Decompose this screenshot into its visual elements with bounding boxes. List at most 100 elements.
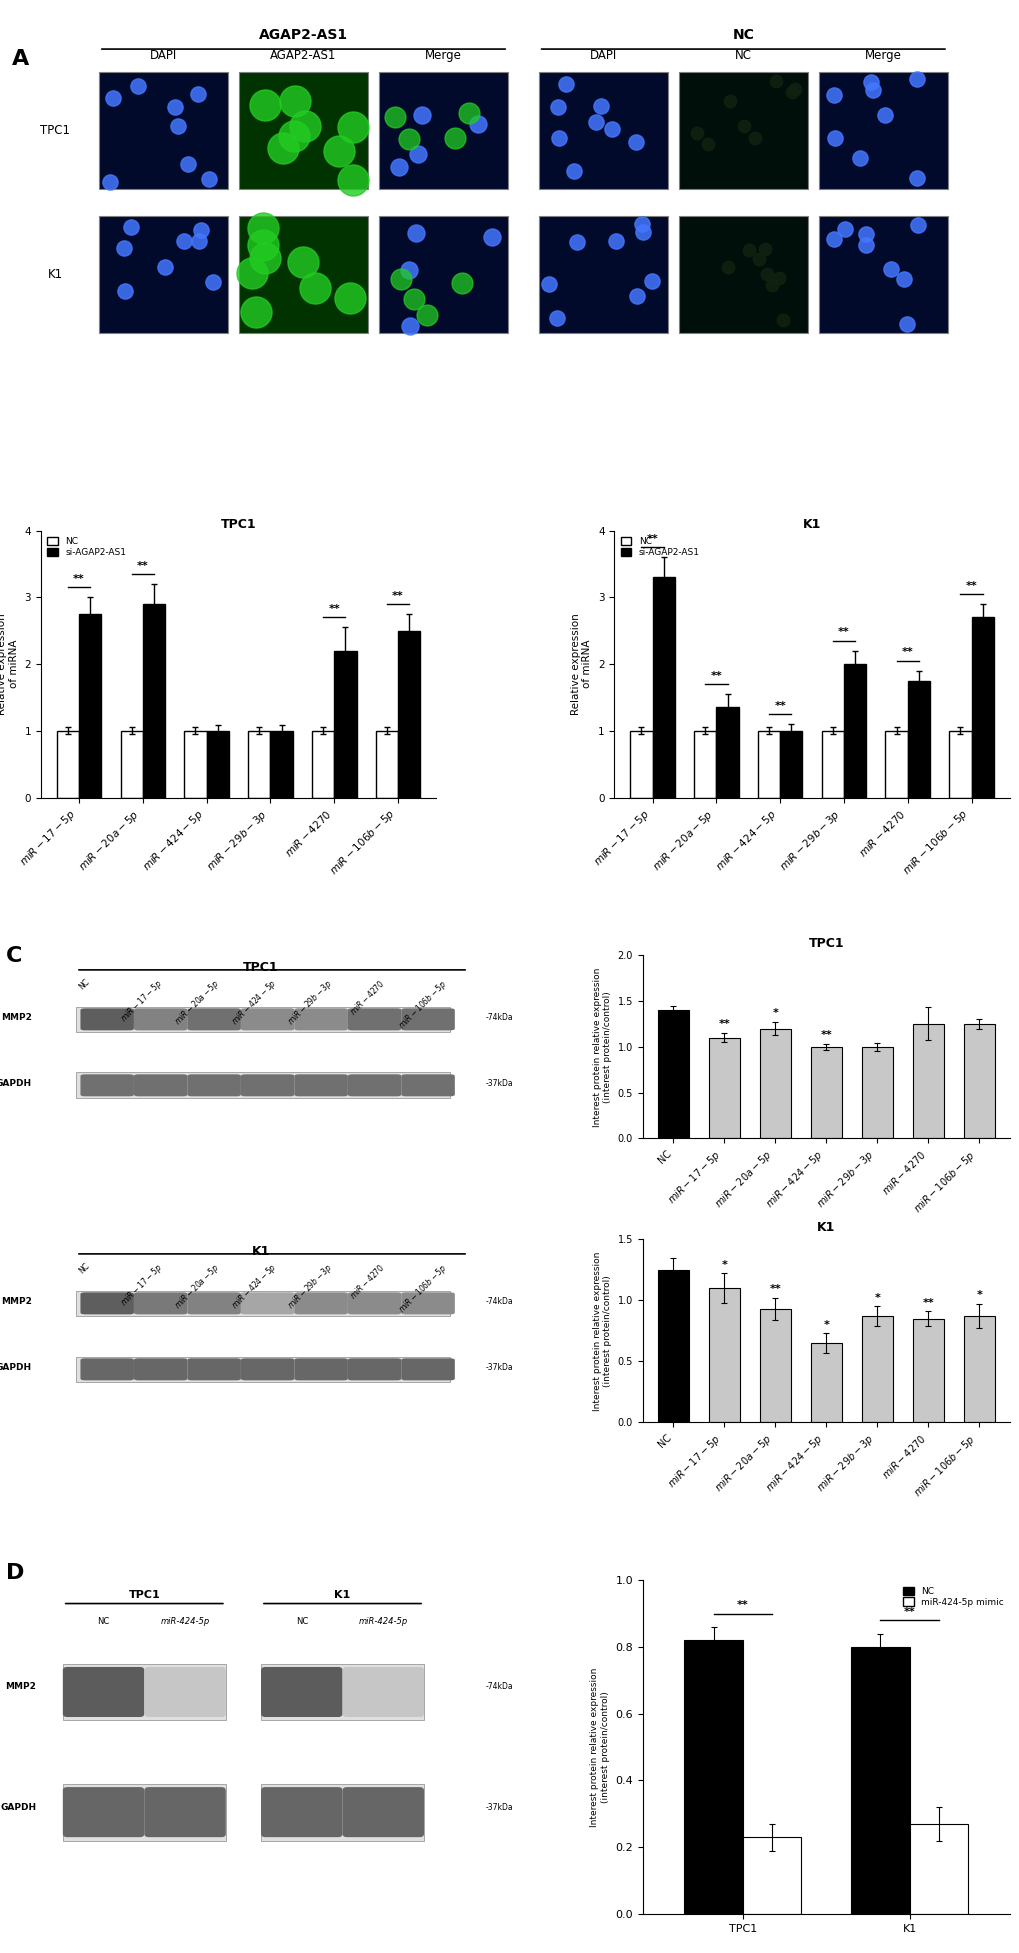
Title: TPC1: TPC1 [808,937,844,949]
Point [770,262,787,293]
Point [193,215,209,246]
Text: $\it{miR-20a-5p}$: $\it{miR-20a-5p}$ [172,976,223,1029]
Bar [79,613,101,797]
FancyBboxPatch shape [294,1008,347,1031]
FancyBboxPatch shape [240,1074,294,1096]
FancyBboxPatch shape [261,1783,424,1840]
FancyBboxPatch shape [538,217,667,332]
Text: MMP2: MMP2 [1,1014,32,1021]
Bar [652,578,675,797]
Text: C: C [5,945,22,967]
Bar [630,730,652,797]
Text: $\it{miR-106b-5p}$: $\it{miR-106b-5p}$ [395,1262,450,1316]
FancyBboxPatch shape [187,1008,240,1031]
Point [115,232,131,264]
Text: TPC1: TPC1 [128,1590,160,1600]
FancyBboxPatch shape [63,1664,225,1721]
Text: $\it{miR-106b-5p}$: $\it{miR-106b-5p}$ [395,976,450,1031]
Text: **: ** [903,1607,915,1617]
FancyBboxPatch shape [63,1783,225,1840]
Point [406,283,422,314]
FancyBboxPatch shape [238,72,368,189]
Text: MMP2: MMP2 [5,1682,37,1691]
FancyBboxPatch shape [63,1668,144,1717]
Text: **: ** [768,1285,781,1295]
Title: K1: K1 [802,518,820,531]
Text: **: ** [901,646,913,658]
FancyBboxPatch shape [144,1668,225,1717]
Y-axis label: Interest protein relative expression
(interest protein/control): Interest protein relative expression (in… [592,1252,611,1410]
FancyBboxPatch shape [818,72,947,189]
Point [344,164,361,195]
Point [634,217,650,248]
Text: $\it{miR-20a-5p}$: $\it{miR-20a-5p}$ [172,1262,223,1312]
Bar [375,730,397,797]
Bar [708,1289,739,1422]
Bar [708,1037,739,1139]
FancyBboxPatch shape [679,217,807,332]
Point [117,275,133,307]
Point [175,225,192,256]
Text: **: ** [737,1600,748,1609]
Text: miR-424-5p: miR-424-5p [160,1617,210,1627]
Text: A: A [12,49,29,68]
Text: **: ** [391,590,404,602]
FancyBboxPatch shape [76,1291,450,1316]
Point [453,268,470,299]
Bar [57,730,79,797]
FancyBboxPatch shape [400,1008,454,1031]
Text: $\it{miR-17-5p}$: $\it{miR-17-5p}$ [117,976,165,1025]
FancyBboxPatch shape [99,72,227,189]
FancyBboxPatch shape [261,1787,342,1838]
Bar [851,1646,909,1914]
Point [255,213,271,244]
Text: Merge: Merge [425,49,462,62]
Point [899,309,915,340]
Bar [143,603,165,797]
Text: Merge: Merge [864,49,901,62]
Text: TPC1: TPC1 [41,125,70,137]
Point [129,70,146,102]
FancyBboxPatch shape [133,1074,187,1096]
FancyBboxPatch shape [347,1293,400,1314]
Text: GAPDH: GAPDH [0,1078,32,1088]
Text: **: ** [73,574,85,584]
Bar [821,730,843,797]
Point [719,252,736,283]
FancyBboxPatch shape [81,1074,133,1096]
Point [758,258,774,289]
Text: -37kDa: -37kDa [485,1803,513,1812]
FancyBboxPatch shape [347,1359,400,1381]
FancyBboxPatch shape [347,1074,400,1096]
Text: MMP2: MMP2 [1,1297,32,1307]
Point [248,297,264,328]
Text: **: ** [921,1297,933,1309]
Text: **: ** [819,1031,832,1041]
FancyBboxPatch shape [187,1293,240,1314]
FancyBboxPatch shape [187,1359,240,1381]
Point [285,119,302,150]
Point [257,242,273,273]
Text: NC: NC [734,49,751,62]
Text: *: * [873,1293,879,1303]
Bar [759,1029,790,1139]
Bar [810,1344,841,1422]
Y-axis label: Relative expression
of miRNA: Relative expression of miRNA [0,613,19,715]
Text: $\it{miR-424-5p}$: $\it{miR-424-5p}$ [228,1262,279,1312]
Text: **: ** [838,627,849,637]
Legend: NC, si-AGAP2-AS1: NC, si-AGAP2-AS1 [619,535,701,559]
Bar [334,650,357,797]
Point [256,90,272,121]
Point [157,250,173,281]
Text: DAPI: DAPI [150,49,177,62]
Bar [742,1838,801,1914]
Bar [843,664,865,797]
Title: K1: K1 [816,1221,835,1234]
Text: NC: NC [732,29,753,43]
Bar [909,1824,967,1914]
FancyBboxPatch shape [133,1293,187,1314]
Point [876,100,893,131]
Point [244,258,260,289]
Point [909,209,925,240]
FancyBboxPatch shape [400,1074,454,1096]
